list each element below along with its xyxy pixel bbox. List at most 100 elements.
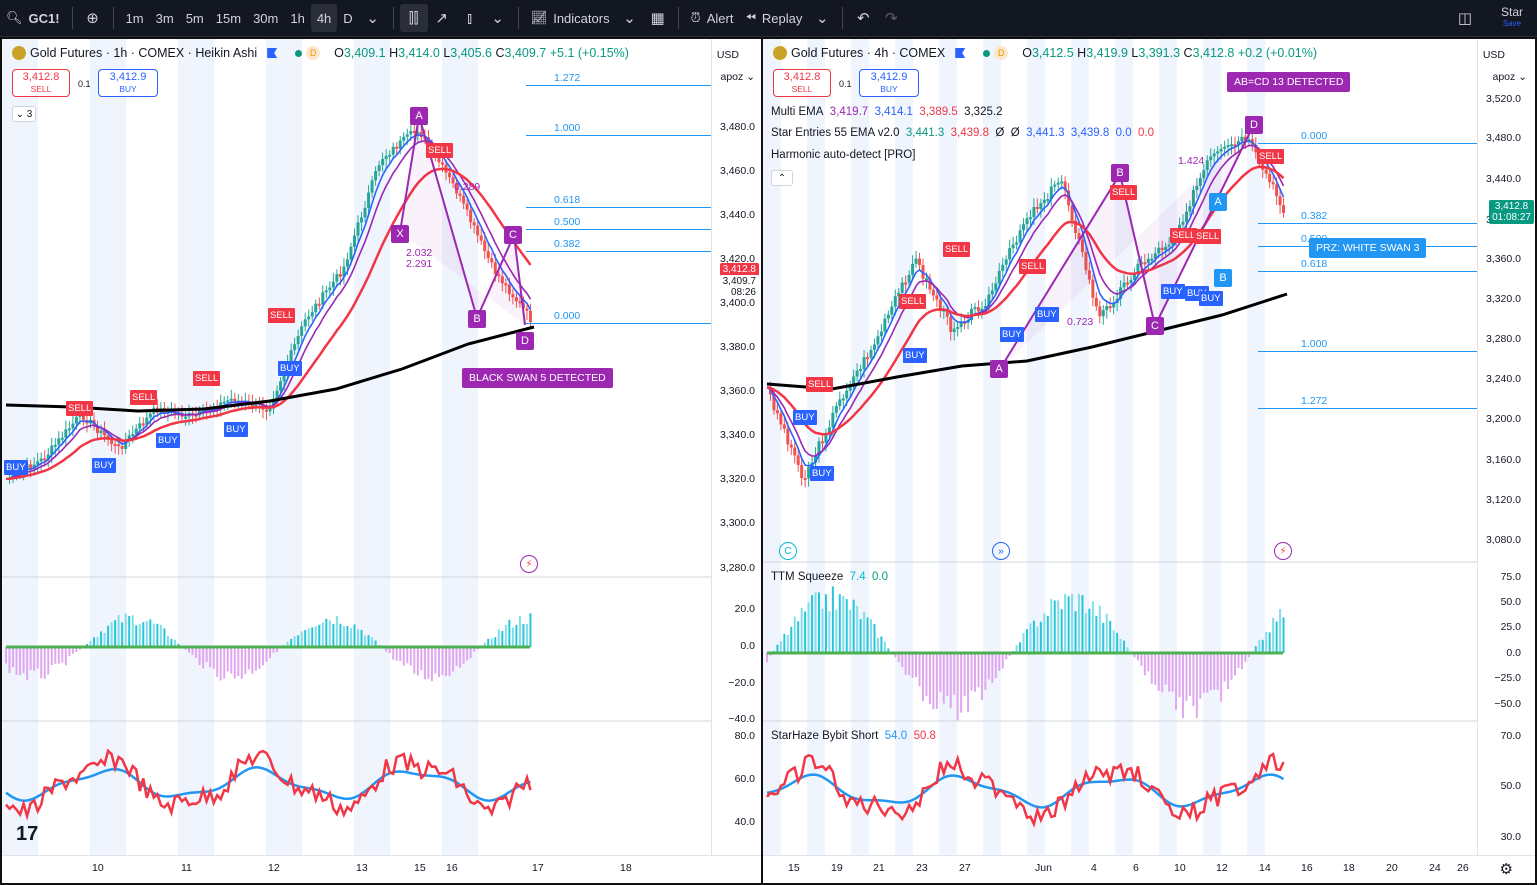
histogram-bar: [928, 653, 931, 705]
prz-callout[interactable]: PRZ: WHITE SWAN 3: [1309, 238, 1427, 258]
rsi-label: 80.0: [734, 730, 755, 742]
candle-body: [1060, 181, 1064, 184]
candle-body: [834, 406, 838, 413]
chevron-down-icon[interactable]: ⌄: [623, 10, 636, 27]
multi-ema-legend[interactable]: Multi EMA 3,419.7 3,414.1 3,389.5 3,325.…: [771, 106, 1003, 118]
interval-4h[interactable]: 4h: [310, 4, 338, 32]
interval-1m[interactable]: 1m: [125, 10, 144, 26]
histogram-bar: [949, 653, 952, 709]
abcd-point-b[interactable]: B: [1214, 269, 1232, 287]
right-sell-button[interactable]: 3,412.8 SELL: [773, 69, 831, 97]
histogram-bar: [29, 647, 32, 670]
harmonic-point-c[interactable]: C: [504, 226, 522, 244]
currency-label[interactable]: USD: [1482, 49, 1505, 61]
harmonic-point-a[interactable]: A: [410, 107, 428, 125]
lightning-icon[interactable]: ⚡︎: [520, 555, 538, 573]
user-menu[interactable]: Star Save: [1501, 6, 1523, 30]
interval-d[interactable]: D: [343, 10, 353, 26]
candle-body: [504, 283, 508, 286]
left-scale-mode[interactable]: apoz ⌄: [720, 71, 756, 83]
candle-body: [883, 318, 887, 332]
histogram-bar: [254, 647, 257, 671]
indicators-button[interactable]: 📈︎ Indicators: [525, 4, 616, 32]
replay-button[interactable]: ⏪︎ Replay: [739, 4, 808, 32]
left-indicator-collapse[interactable]: ⌄ 3: [12, 106, 36, 122]
histogram-bar: [89, 640, 92, 647]
starhaze-legend[interactable]: StarHaze Bybit Short 54.0 50.8: [771, 730, 936, 742]
alert-button[interactable]: ⏰︎ Alert: [685, 4, 740, 32]
harmonic-point-b[interactable]: B: [1111, 164, 1129, 182]
abcd-point-a[interactable]: A: [1209, 193, 1227, 211]
candle-body: [293, 344, 297, 351]
interval-3m[interactable]: 3m: [155, 10, 174, 26]
left-buy-button[interactable]: 3,412.9 BUY: [98, 69, 158, 97]
right-time-axis[interactable]: 15 19 21 23 27 Jun 4 6 10 12 14 16 18 20…: [763, 855, 1535, 883]
black-swan-callout[interactable]: BLACK SWAN 5 DETECTED: [462, 368, 613, 388]
candle-body: [1216, 151, 1220, 154]
interval-5m[interactable]: 5m: [185, 10, 204, 26]
left-sell-button[interactable]: 3,412.8 SELL: [12, 69, 70, 97]
redo-icon[interactable]: ↷: [885, 10, 898, 27]
layout-grid-icon[interactable]: ▦: [650, 10, 665, 27]
harmonic-legend[interactable]: Harmonic auto-detect [PRO]: [771, 149, 916, 161]
candle-body: [904, 282, 908, 285]
fib-label: 0.500: [554, 216, 581, 228]
histogram-bar: [423, 647, 426, 680]
star-entries-legend[interactable]: Star Entries 55 EMA v2.0 3,441.3 3,439.8…: [771, 127, 1155, 139]
interval-15m[interactable]: 15m: [215, 10, 242, 26]
forward-icon[interactable]: »: [992, 542, 1010, 560]
flag-icon[interactable]: [955, 48, 966, 58]
histogram-bar: [1105, 613, 1108, 653]
line-chart-icon[interactable]: ↗: [435, 10, 448, 27]
interval-1h[interactable]: 1h: [290, 10, 305, 26]
price-label: 3,280.0: [719, 562, 755, 574]
copyright-c-icon[interactable]: C: [779, 542, 797, 560]
right-indicator-collapse[interactable]: ⌃: [771, 170, 793, 186]
harmonic-point-d[interactable]: D: [1245, 116, 1263, 134]
harmonic-point-b[interactable]: B: [468, 310, 486, 328]
right-chart-pane[interactable]: Gold Futures · 4h · COMEX D O3,412.5 H3,…: [763, 39, 1535, 883]
histogram-bar: [1258, 639, 1261, 653]
candle-body: [1143, 262, 1147, 265]
candle-body: [141, 423, 145, 426]
settings-gear-icon[interactable]: ⚙: [1499, 861, 1513, 878]
interval-30m[interactable]: 30m: [253, 10, 279, 26]
left-price-axis[interactable]: USD apoz ⌄ 3,480.0 3,460.0 3,440.0 3,420…: [711, 39, 761, 855]
tradingview-logo[interactable]: 17: [16, 823, 39, 845]
ttm-squeeze-legend[interactable]: TTM Squeeze 7.4 0.0: [771, 571, 889, 583]
histogram-bar: [272, 647, 275, 653]
chevron-down-icon[interactable]: ⌄: [816, 10, 829, 27]
harmonic-point-d[interactable]: D: [516, 332, 534, 350]
harmonic-point-c[interactable]: C: [1146, 317, 1164, 335]
panel-layout-icon[interactable]: ◫: [1457, 10, 1473, 27]
right-buy-button[interactable]: 3,412.9 BUY: [859, 69, 919, 97]
histogram-bar: [61, 647, 64, 663]
chevron-down-icon[interactable]: ⌄: [491, 10, 504, 27]
chevron-down-icon[interactable]: ⌄: [366, 10, 379, 27]
left-chart-pane[interactable]: Gold Futures · 1h · COMEX · Heikin Ashi …: [2, 39, 761, 883]
undo-icon[interactable]: ↶: [857, 10, 870, 27]
right-chart-canvas[interactable]: [763, 39, 1535, 883]
right-scale-mode[interactable]: apoz ⌄: [1492, 71, 1528, 83]
currency-label[interactable]: USD: [716, 49, 739, 61]
right-price-axis[interactable]: USD apoz ⌄ 3,520.0 3,480.0 3,440.0 3,400…: [1477, 39, 1535, 855]
left-symbol-title[interactable]: Gold Futures · 1h · COMEX · Heikin Ashi: [30, 46, 258, 60]
candles-icon[interactable]: ⫿⫿: [399, 4, 428, 32]
time-label: 18: [620, 862, 632, 874]
harmonic-point-a[interactable]: A: [990, 360, 1008, 378]
flag-icon[interactable]: [267, 48, 278, 58]
add-symbol-icon[interactable]: ⊕: [86, 10, 99, 27]
lightning-icon[interactable]: ⚡︎: [1274, 542, 1292, 560]
candle-body: [356, 222, 360, 236]
right-symbol-title[interactable]: Gold Futures · 4h · COMEX: [791, 46, 946, 60]
save-label[interactable]: Save: [1502, 19, 1522, 28]
left-time-axis[interactable]: 10 11 12 13 15 16 17 18: [2, 855, 761, 883]
fib-line: [1258, 143, 1477, 144]
symbol-search[interactable]: 🔍︎ GC1!: [0, 4, 66, 32]
alert-label: Alert: [706, 10, 734, 26]
left-chart-canvas[interactable]: [2, 39, 761, 883]
bars-icon[interactable]: ⫾: [467, 9, 473, 27]
abcd-callout[interactable]: AB=CD 13 DETECTED: [1227, 72, 1351, 92]
histogram-bar: [138, 624, 141, 647]
harmonic-point-x[interactable]: X: [391, 225, 409, 243]
